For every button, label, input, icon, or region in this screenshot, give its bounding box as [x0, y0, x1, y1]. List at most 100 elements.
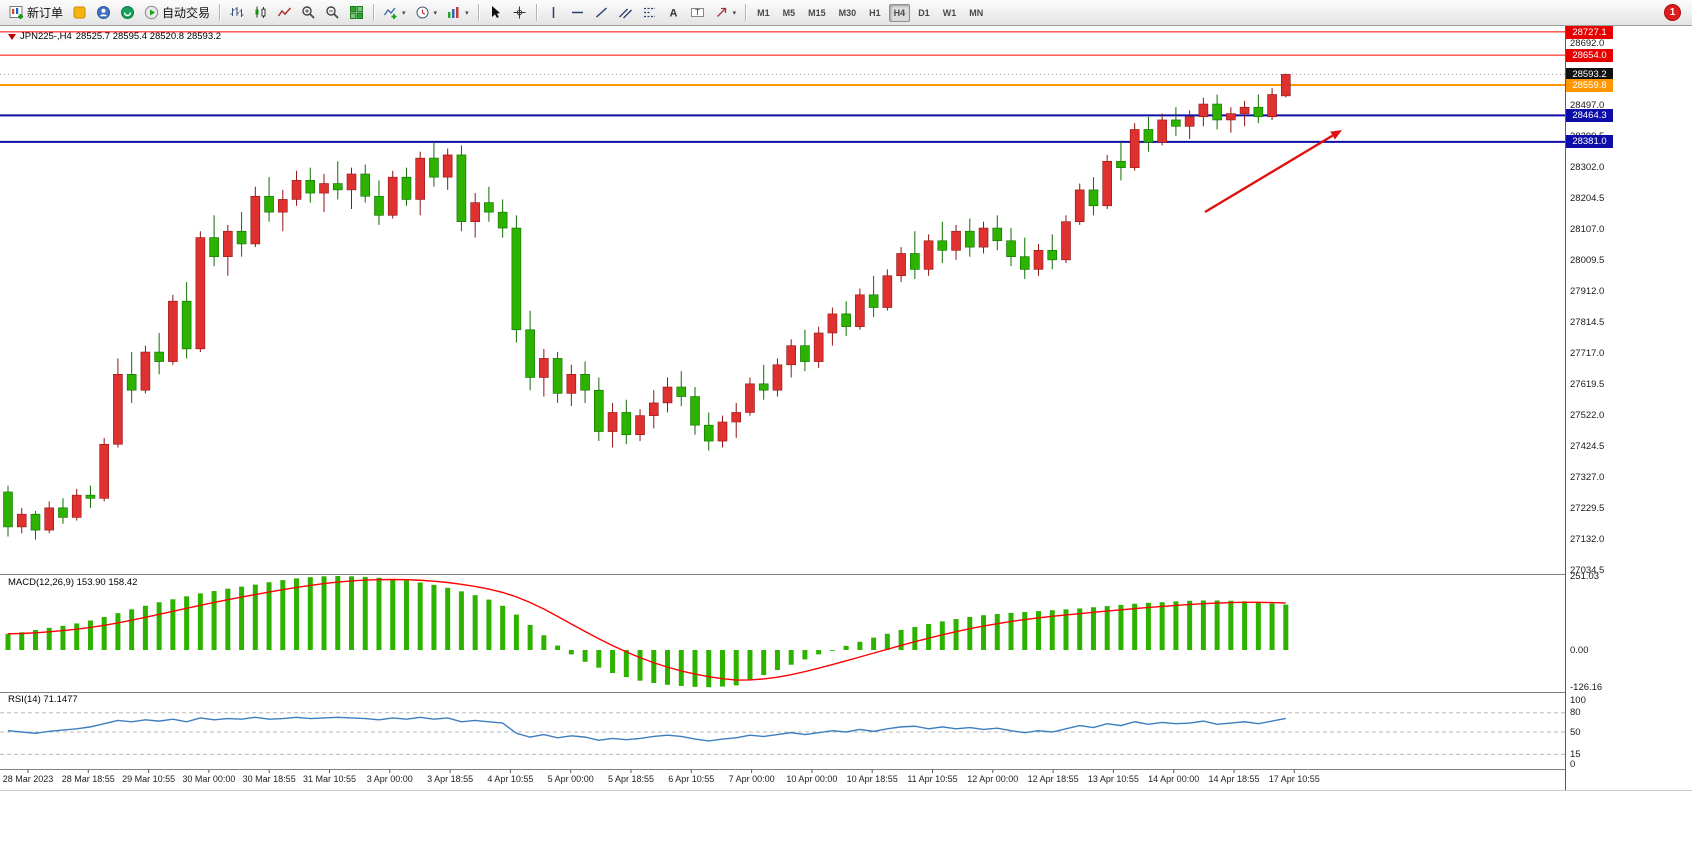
timeframe-button-m15[interactable]: M15: [808, 7, 826, 18]
price-tag[interactable]: 28593.2: [1566, 67, 1613, 81]
periods-button[interactable]: ▾: [411, 2, 442, 23]
auto-trading-button[interactable]: 自动交易: [140, 2, 214, 23]
text-icon: A: [669, 8, 677, 20]
panel-divider[interactable]: [0, 769, 1692, 770]
profile-icon: [97, 6, 111, 19]
clock-icon: [416, 6, 429, 19]
axis-label: 27132.0: [1570, 533, 1605, 545]
chart-window: JPN225-,H4 28525.7 28595.4 28520.8 28593…: [0, 26, 1692, 849]
line-chart-button[interactable]: [273, 2, 296, 23]
time-axis-label: 30 Mar 18:55: [242, 774, 296, 784]
templates-icon: [448, 7, 459, 18]
trendline-button[interactable]: [590, 2, 613, 23]
profile-button[interactable]: [92, 2, 115, 23]
community-button[interactable]: [116, 2, 139, 23]
price-axis-border: [1565, 26, 1566, 790]
toolbar-separator: [745, 4, 747, 21]
bar-chart-button[interactable]: [225, 2, 248, 23]
chevron-down-icon: ▾: [732, 9, 737, 17]
timeframe-button-m30[interactable]: M30: [838, 7, 857, 18]
axis-label: 15: [1570, 748, 1581, 760]
timeframe-button-mn[interactable]: MN: [969, 7, 984, 18]
axis-label: 28204.5: [1570, 192, 1605, 204]
timeframe-button-m5[interactable]: M5: [782, 7, 796, 18]
metaeditor-icon: [73, 6, 86, 19]
chart-ohlc-values: 28525.7 28595.4 28520.8 28593.2: [75, 31, 222, 42]
metaeditor-button[interactable]: [68, 2, 91, 23]
new-order-button[interactable]: 新订单: [5, 2, 67, 23]
templates-button[interactable]: ▾: [442, 2, 473, 23]
zoom-out-icon: [326, 6, 339, 19]
timeframe-button-h4[interactable]: H4: [888, 3, 911, 22]
new-order-label: 新订单: [27, 6, 64, 20]
time-axis-label: 31 Mar 10:55: [302, 774, 357, 784]
channel-icon: [618, 8, 632, 19]
time-axis[interactable]: 28 Mar 2023 28 Mar 18:55 29 Mar 10:55 30 Ma…: [0, 769, 1565, 790]
horizontal-line-button[interactable]: [566, 2, 589, 23]
axis-label: 27619.5: [1570, 378, 1605, 390]
rsi-label-text: RSI(14) 71.1477: [8, 694, 78, 705]
panel-divider[interactable]: [0, 574, 1692, 575]
vertical-line-icon: [552, 7, 554, 18]
price-tag[interactable]: 28559.8: [1566, 78, 1613, 92]
time-axis-label: 10 Apr 18:55: [846, 774, 898, 784]
chevron-down-icon: ▾: [465, 9, 469, 17]
axis-label: 100: [1570, 694, 1586, 706]
panel-divider[interactable]: [0, 692, 1692, 693]
time-axis-label: 4 Apr 10:55: [487, 774, 534, 784]
fibonacci-button[interactable]: [638, 2, 661, 23]
chart-symbol-period: JPN225-,H4: [20, 31, 72, 42]
time-axis-label: 29 Mar 10:55: [122, 774, 176, 784]
timeframe-button-m1[interactable]: M1: [757, 7, 770, 18]
cursor-button[interactable]: [484, 2, 507, 23]
indicators-button[interactable]: ▾: [379, 2, 410, 23]
crosshair-icon: [513, 6, 526, 19]
zoom-out-button[interactable]: [321, 2, 344, 23]
macd-indicator-label: MACD(12,26,9) 153.90 158.42: [8, 577, 137, 588]
arrow-tool-icon: [716, 7, 726, 17]
cursor-icon: [491, 6, 500, 18]
notification-count: 1: [1669, 7, 1676, 18]
time-axis-label: 14 Apr 00:00: [1148, 774, 1200, 784]
time-axis-label: 12 Apr 00:00: [967, 774, 1019, 784]
notification-badge[interactable]: 1: [1664, 4, 1681, 21]
zoom-in-button[interactable]: [297, 2, 320, 23]
time-axis-label: 7 Apr 00:00: [728, 774, 775, 784]
time-axis-label: 11 Apr 10:55: [907, 774, 958, 784]
axis-label: -126.16: [1570, 681, 1603, 693]
timeframe-button-d1[interactable]: D1: [918, 7, 930, 18]
vertical-line-button[interactable]: [542, 2, 565, 23]
price-tag[interactable]: 28727.1: [1566, 26, 1613, 39]
axis-label: 27034.5: [1570, 564, 1605, 576]
candle-chart-icon: [255, 6, 266, 18]
tile-windows-button[interactable]: [345, 2, 368, 23]
price-axis[interactable]: 28692.028594.528497.028399.528302.028204…: [1566, 26, 1692, 790]
axis-label: 27424.5: [1570, 440, 1605, 452]
zoom-in-icon: [302, 6, 315, 19]
price-tag[interactable]: 28464.3: [1566, 108, 1613, 122]
channel-button[interactable]: [614, 2, 637, 23]
axis-label: 27229.5: [1570, 502, 1605, 514]
text-button[interactable]: A: [662, 2, 685, 23]
chart-plot[interactable]: [0, 26, 1565, 790]
arrows-button[interactable]: ▾: [710, 2, 741, 23]
timeframe-button-w1[interactable]: W1: [942, 7, 957, 18]
bar-chart-icon: [230, 7, 244, 17]
timeframe-button-h1[interactable]: H1: [869, 7, 881, 18]
toolbar: 新订单 自动交易 ▾ ▾ ▾: [0, 0, 1692, 26]
price-tag[interactable]: 28381.0: [1566, 135, 1613, 149]
time-axis-label: 28 Mar 18:55: [61, 774, 115, 784]
svg-text:A: A: [669, 8, 677, 20]
crosshair-button[interactable]: [508, 2, 531, 23]
chart-title: JPN225-,H4 28525.7 28595.4 28520.8 28593…: [8, 31, 221, 42]
axis-label: 28692.0: [1570, 37, 1605, 49]
time-axis-label: 5 Apr 00:00: [547, 774, 594, 784]
axis-label: 0.00: [1570, 644, 1589, 656]
chevron-down-icon: ▾: [433, 9, 438, 17]
price-tag[interactable]: 28654.0: [1566, 48, 1613, 62]
candle-chart-button[interactable]: [249, 2, 272, 23]
label-button[interactable]: T: [686, 2, 709, 23]
rsi-indicator-label: RSI(14) 71.1477: [8, 694, 78, 705]
axis-label: 28009.5: [1570, 254, 1605, 266]
axis-label: 80: [1570, 707, 1581, 719]
